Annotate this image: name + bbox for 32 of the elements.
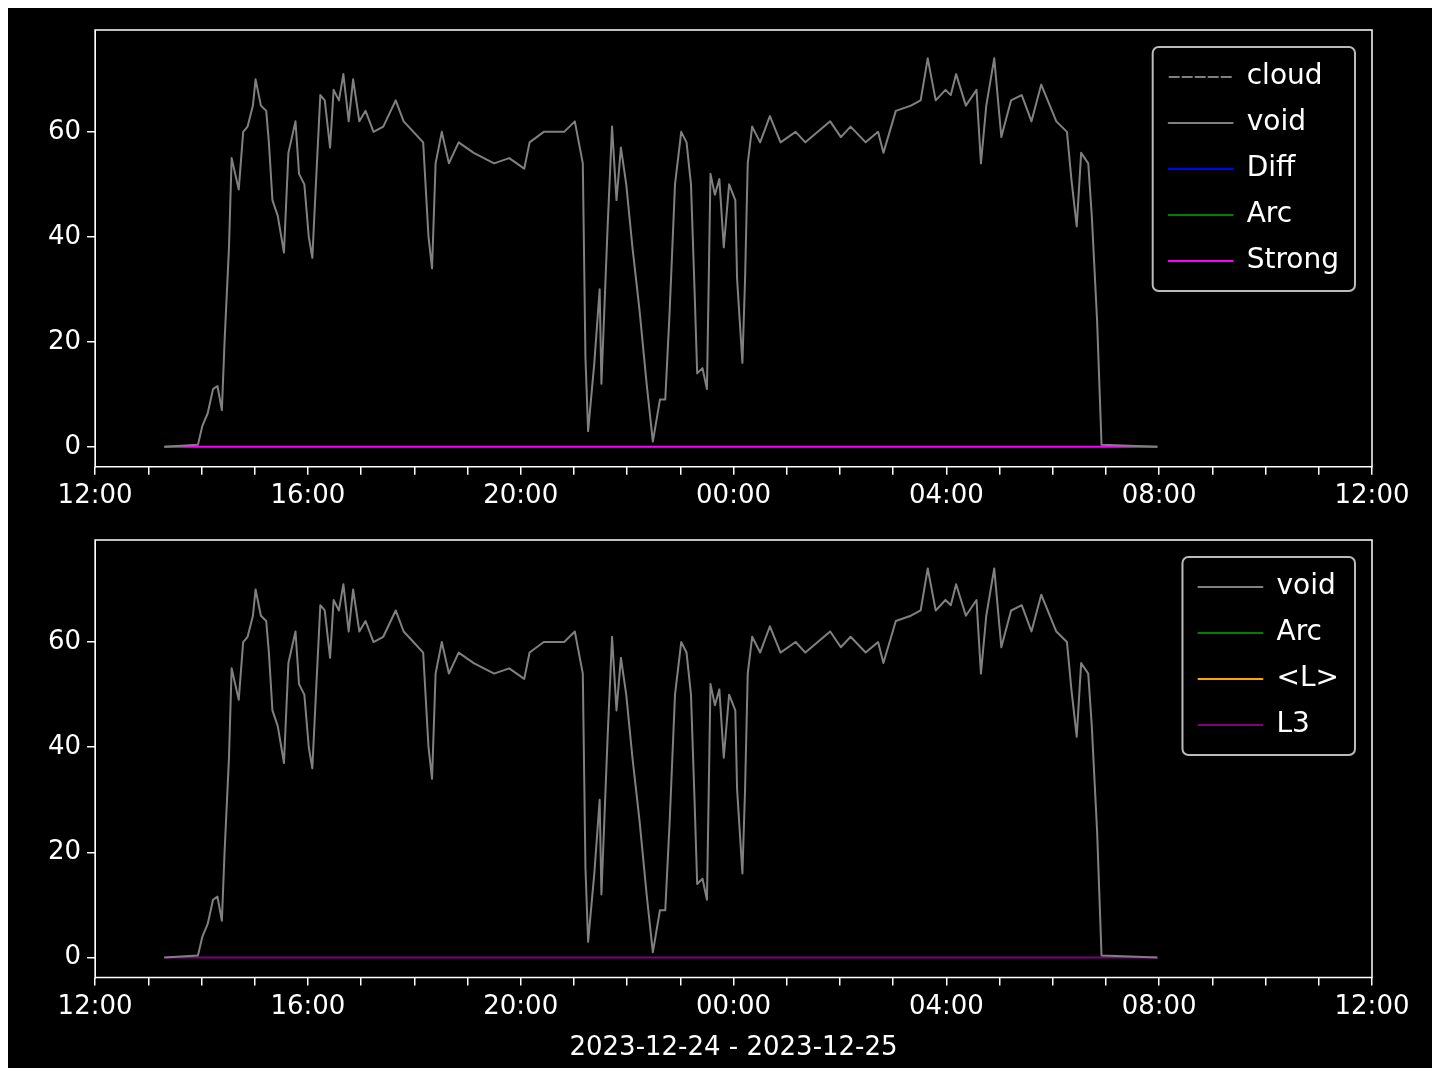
legend-label: <L> [1276,660,1340,694]
legend-label: L3 [1276,706,1310,740]
x-tick-label: 00:00 [696,989,772,1020]
legend-label: void [1276,568,1336,602]
x-tick-label: 20:00 [483,479,559,510]
y-tick-label: 0 [64,940,82,971]
x-tick-label: 12:00 [1334,989,1410,1020]
x-tick-label: 12:00 [57,989,133,1020]
legend-label: Diff [1246,150,1297,184]
x-tick-label: 00:00 [696,479,772,510]
y-tick-label: 40 [47,219,82,250]
y-tick-label: 0 [64,429,82,460]
y-tick-label: 60 [47,114,82,145]
x-tick-label: 12:00 [1334,479,1410,510]
x-tick-label: 04:00 [908,989,984,1020]
legend-label: Arc [1276,614,1322,648]
x-tick-label: 04:00 [908,479,984,510]
legend-label: Strong [1246,242,1340,276]
x-tick-label: 16:00 [270,479,346,510]
legend-label: Arc [1246,196,1293,230]
legend-label: void [1246,104,1306,138]
y-tick-label: 20 [47,835,82,866]
x-tick-label: 16:00 [270,989,346,1020]
legend-label: cloud [1246,58,1323,92]
x-tick-label: 08:00 [1121,479,1197,510]
y-tick-label: 20 [47,324,82,355]
x-tick-label: 12:00 [57,479,133,510]
y-tick-label: 40 [47,729,82,760]
x-tick-label: 20:00 [483,989,559,1020]
x-axis-title: 2023-12-24 - 2023-12-25 [569,1031,898,1062]
y-tick-label: 60 [47,624,82,655]
x-tick-label: 08:00 [1121,989,1197,1020]
